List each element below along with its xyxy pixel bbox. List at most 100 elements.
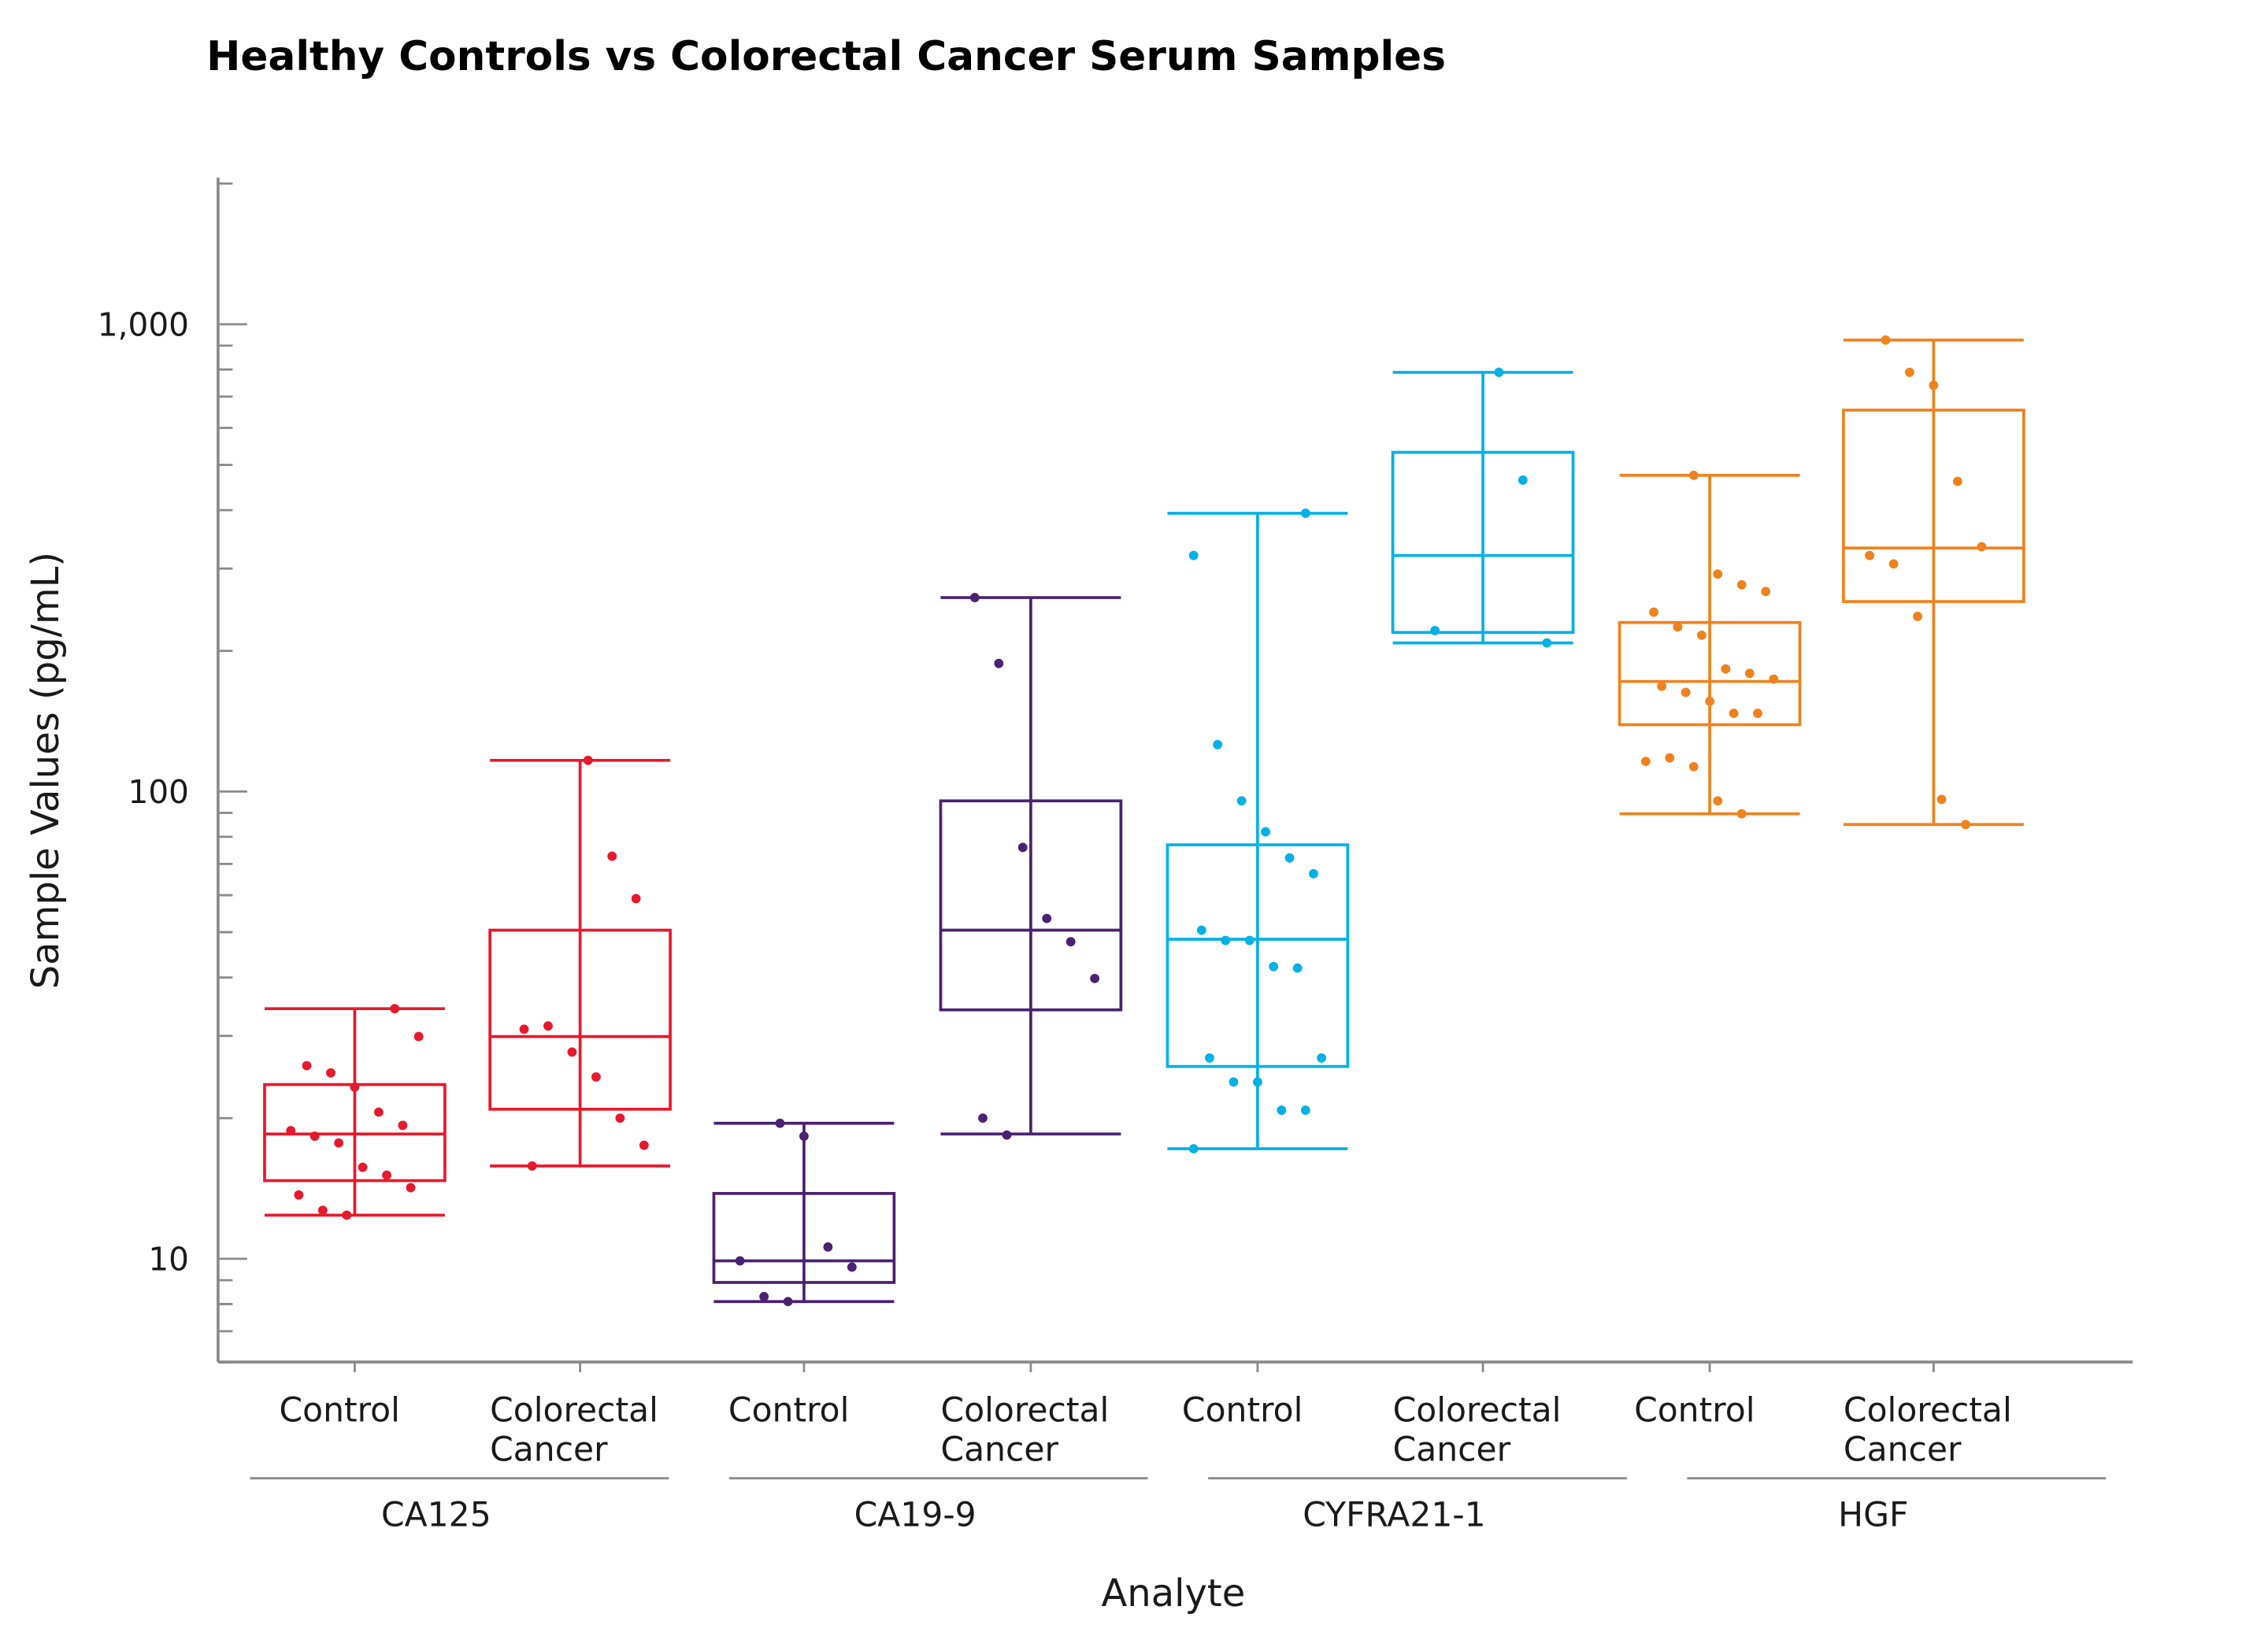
data-point <box>1300 509 1310 518</box>
box-HGF-control <box>1618 470 1802 819</box>
data-point <box>735 1256 745 1266</box>
data-point <box>1688 761 1699 772</box>
data-point <box>1665 753 1675 763</box>
data-point <box>1888 559 1899 569</box>
category-label: Colorectal <box>940 1392 1109 1430</box>
category-label: Cancer <box>1393 1431 1511 1470</box>
y-tick-label: 10 <box>148 1241 189 1279</box>
data-point <box>1905 368 1914 377</box>
data-point <box>1017 842 1028 853</box>
data-point <box>1673 622 1683 632</box>
data-point <box>799 1131 809 1142</box>
data-point <box>1196 925 1206 935</box>
data-point <box>615 1113 625 1123</box>
x-axis-label: Analyte <box>1101 1571 1245 1616</box>
box-CA125-control <box>263 1004 447 1220</box>
data-point <box>1277 1105 1287 1116</box>
box-CA19-9-colorectal-cancer <box>939 593 1123 1140</box>
data-point <box>1269 961 1279 972</box>
data-point <box>1936 794 1947 805</box>
category-label: Control <box>1634 1392 1755 1430</box>
data-point <box>567 1047 577 1057</box>
data-point <box>591 1072 601 1082</box>
group-label: CYFRA21-1 <box>1303 1497 1485 1535</box>
category-label: Cancer <box>1844 1431 1962 1470</box>
data-point <box>1713 569 1723 579</box>
data-point <box>398 1120 408 1131</box>
data-point <box>639 1140 649 1150</box>
data-point <box>1736 579 1747 590</box>
data-point <box>1769 674 1779 684</box>
data-point <box>326 1068 335 1078</box>
category-label: Colorectal <box>1393 1392 1562 1430</box>
data-point <box>1518 475 1528 485</box>
data-point <box>1681 687 1691 698</box>
data-point <box>1697 630 1707 640</box>
data-point <box>1713 796 1723 806</box>
data-point <box>302 1060 312 1071</box>
data-point <box>847 1262 857 1272</box>
category-label: Cancer <box>940 1431 1058 1470</box>
box-HGF-colorectal-cancer <box>1842 335 2025 830</box>
box-CYFRA21-1-control <box>1166 509 1350 1154</box>
data-point <box>1317 1053 1327 1063</box>
data-point <box>1865 550 1875 561</box>
box-CA125-colorectal-cancer <box>488 755 672 1171</box>
data-point <box>631 894 641 904</box>
category-label: Control <box>728 1392 849 1430</box>
data-point <box>1729 709 1739 718</box>
data-point <box>390 1004 400 1014</box>
data-point <box>1640 757 1651 767</box>
data-point <box>759 1292 769 1301</box>
category-label: Cancer <box>490 1431 608 1470</box>
data-point <box>1761 587 1771 597</box>
data-point <box>1236 796 1247 806</box>
data-point <box>1657 681 1667 691</box>
data-point <box>583 755 593 765</box>
category-label: Control <box>1182 1392 1303 1430</box>
data-point <box>1253 1077 1262 1087</box>
data-point <box>1721 664 1731 674</box>
box-CYFRA21-1-colorectal-cancer <box>1391 368 1575 648</box>
data-point <box>406 1183 416 1193</box>
group-label: HGF <box>1838 1497 1908 1535</box>
data-point <box>374 1107 384 1117</box>
data-point <box>823 1242 833 1252</box>
chart-title: Healthy Controls vs Colorectal Cancer Se… <box>206 33 1446 80</box>
data-point <box>1430 626 1440 635</box>
category-label: Control <box>279 1392 399 1430</box>
data-point <box>519 1024 529 1034</box>
data-point <box>1188 1144 1199 1154</box>
data-point <box>1753 709 1762 718</box>
data-point <box>1213 739 1223 749</box>
data-point <box>1913 612 1922 621</box>
data-point <box>1952 476 1962 487</box>
data-point <box>1292 963 1303 973</box>
data-point <box>1494 368 1504 377</box>
data-point <box>317 1205 328 1216</box>
data-point <box>1649 607 1658 617</box>
y-axis-label: Sample Values (pg/mL) <box>24 552 68 989</box>
data-point <box>969 593 980 602</box>
data-point <box>334 1138 344 1148</box>
data-point <box>1961 820 1970 830</box>
data-point <box>1284 853 1295 863</box>
data-point <box>1228 1077 1239 1087</box>
data-point <box>342 1210 352 1220</box>
data-point <box>286 1126 296 1136</box>
data-point <box>309 1131 320 1142</box>
category-label: Colorectal <box>490 1392 658 1430</box>
data-point <box>1261 827 1270 837</box>
data-point <box>382 1170 391 1180</box>
data-point <box>527 1161 537 1171</box>
data-point <box>1244 935 1254 946</box>
data-point <box>994 658 1004 668</box>
group-label: CA125 <box>381 1497 491 1535</box>
data-point <box>1065 937 1076 947</box>
y-tick-label: 100 <box>128 773 189 811</box>
data-point <box>1205 1053 1214 1063</box>
data-point <box>1542 638 1552 648</box>
data-point <box>775 1118 785 1128</box>
data-point <box>1300 1105 1310 1116</box>
